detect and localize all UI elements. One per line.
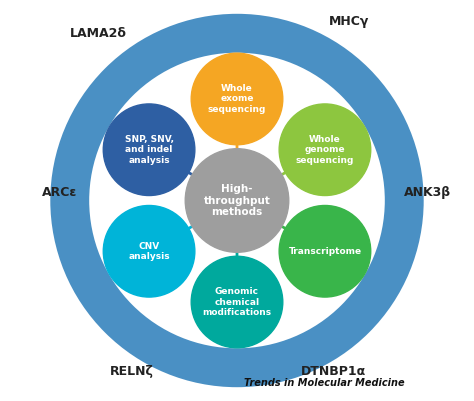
Circle shape	[103, 104, 195, 196]
Circle shape	[279, 205, 371, 297]
Text: LAMA2δ: LAMA2δ	[70, 27, 127, 40]
Text: Trends in Molecular Medicine: Trends in Molecular Medicine	[244, 378, 405, 388]
Text: DTNBP1α: DTNBP1α	[301, 365, 366, 378]
Circle shape	[103, 205, 195, 297]
Text: MHCγ: MHCγ	[328, 15, 369, 28]
Text: Whole
genome
sequencing: Whole genome sequencing	[296, 135, 354, 165]
Text: Whole
exome
sequencing: Whole exome sequencing	[208, 84, 266, 114]
Circle shape	[279, 104, 371, 196]
Text: ARCε: ARCε	[42, 186, 77, 199]
Text: CNV
analysis: CNV analysis	[128, 241, 170, 261]
Circle shape	[191, 53, 283, 145]
Text: SNP, SNV,
and indel
analysis: SNP, SNV, and indel analysis	[125, 135, 173, 165]
Text: High-
throughput
methods: High- throughput methods	[203, 184, 271, 217]
Circle shape	[185, 149, 289, 252]
Text: ANK3β: ANK3β	[404, 186, 451, 199]
Circle shape	[191, 256, 283, 348]
Text: Transcriptome: Transcriptome	[288, 247, 362, 256]
Text: Genomic
chemical
modifications: Genomic chemical modifications	[202, 287, 272, 317]
Text: RELNζ: RELNζ	[109, 365, 154, 378]
